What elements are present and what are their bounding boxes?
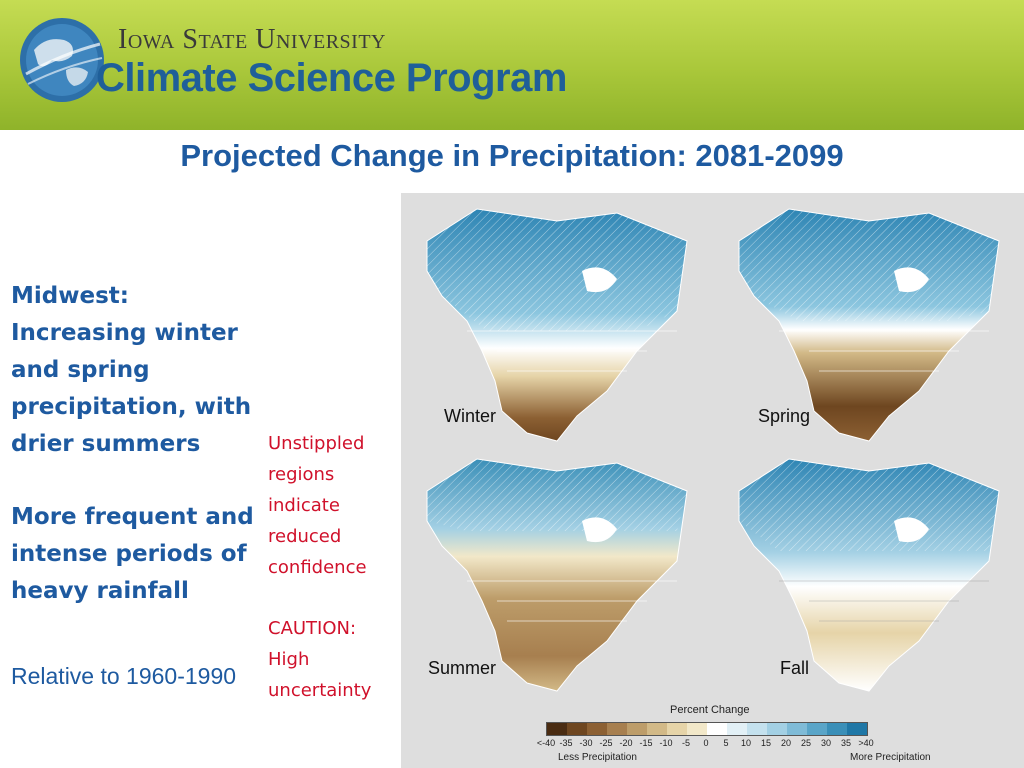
season-label-summer: Summer xyxy=(428,658,497,678)
slide-title: Projected Change in Precipitation: 2081-… xyxy=(180,138,844,173)
baseline-note: Relative to 1960-1990 xyxy=(11,663,237,689)
legend-high-label: More Precipitation xyxy=(850,752,931,763)
legend-swatch xyxy=(687,723,707,735)
legend-tick-label: -25 xyxy=(599,738,613,748)
season-label-spring: Spring xyxy=(758,406,811,426)
winter-map xyxy=(426,208,688,442)
seasonal-maps xyxy=(426,208,1000,692)
legend-tick-label: 30 xyxy=(820,738,832,748)
legend-swatch xyxy=(587,723,607,735)
legend-tick-label: 10 xyxy=(740,738,752,748)
midwest-point-1: Increasing winter and spring precipitati… xyxy=(11,320,252,457)
legend-swatch xyxy=(727,723,747,735)
legend-swatch xyxy=(547,723,567,735)
globe-logo-icon xyxy=(20,18,104,102)
caution-note: CAUTION: High uncertainty xyxy=(268,618,372,701)
legend-swatch xyxy=(567,723,587,735)
midwest-heading: Midwest: xyxy=(11,283,129,309)
legend-swatch xyxy=(767,723,787,735)
legend-tick-label: 35 xyxy=(840,738,852,748)
university-name: Iowa State University xyxy=(118,24,386,55)
midwest-summary: Midwest: Increasing winter and spring pr… xyxy=(11,278,283,610)
legend-tick-label: 15 xyxy=(760,738,772,748)
legend-color-bar xyxy=(546,722,868,736)
summer-map xyxy=(426,458,688,692)
legend-swatch xyxy=(807,723,827,735)
header-banner: Iowa State University Climate Science Pr… xyxy=(0,0,1024,130)
legend-title: Percent Change xyxy=(670,704,750,716)
legend-tick-label: -20 xyxy=(619,738,633,748)
legend-swatch xyxy=(787,723,807,735)
legend-tick-label: -30 xyxy=(579,738,593,748)
legend-swatch xyxy=(607,723,627,735)
spring-map xyxy=(738,208,1000,442)
precipitation-map-panel xyxy=(401,193,1024,768)
legend-tick-label: 20 xyxy=(780,738,792,748)
legend-tick-label: -15 xyxy=(639,738,653,748)
legend-tick-label: -5 xyxy=(681,738,691,748)
legend-tick-label: <-40 xyxy=(536,738,556,748)
legend-swatch xyxy=(627,723,647,735)
season-label-winter: Winter xyxy=(444,406,497,426)
legend-swatch xyxy=(747,723,767,735)
fall-map xyxy=(738,458,1000,692)
legend-tick-label: -10 xyxy=(659,738,673,748)
legend-swatch xyxy=(707,723,727,735)
legend-swatch xyxy=(827,723,847,735)
legend-swatch xyxy=(847,723,867,735)
legend-swatch xyxy=(667,723,687,735)
legend-tick-label: 5 xyxy=(723,738,729,748)
legend-low-label: Less Precipitation xyxy=(558,752,637,763)
legend-swatch xyxy=(647,723,667,735)
season-label-fall: Fall xyxy=(780,658,810,678)
confidence-note: Unstippled regions indicate reduced conf… xyxy=(268,433,367,578)
legend-tick-label: >40 xyxy=(858,738,874,748)
legend-tick-label: 25 xyxy=(800,738,812,748)
program-name: Climate Science Program xyxy=(96,56,567,100)
legend-tick-label: 0 xyxy=(703,738,709,748)
midwest-point-2: More frequent and intense periods of hea… xyxy=(11,504,254,604)
legend-tick-label: -35 xyxy=(559,738,573,748)
